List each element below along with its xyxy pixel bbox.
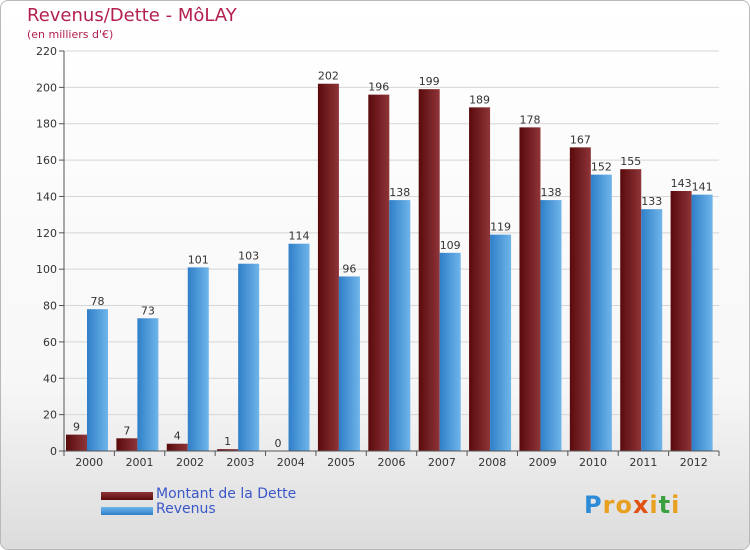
revenue-bar xyxy=(338,276,360,451)
revenue-bar-label: 101 xyxy=(188,253,209,266)
revenue-bar-label: 103 xyxy=(238,250,259,263)
debt-bar-label: 167 xyxy=(570,133,591,146)
y-tick-label: 140 xyxy=(36,190,57,203)
x-tick-label: 2006 xyxy=(378,456,406,469)
revenue-bar-label: 138 xyxy=(389,186,410,199)
debt-bar-label: 202 xyxy=(318,70,339,83)
debt-bar-label: 1 xyxy=(224,435,231,448)
debt-bar xyxy=(368,94,390,452)
y-tick-label: 40 xyxy=(43,372,57,385)
x-tick-label: 2010 xyxy=(579,456,607,469)
revenue-bar xyxy=(187,267,209,451)
debt-bar xyxy=(166,443,188,451)
y-axis: 0 20 40 60 80 100 120 140 160 180 200 220 xyxy=(36,45,65,458)
x-tick-label: 2012 xyxy=(680,456,708,469)
y-tick-label: 60 xyxy=(43,336,57,349)
revenue-bar xyxy=(288,243,310,451)
x-tick-label: 2007 xyxy=(428,456,456,469)
bars-layer xyxy=(66,83,713,452)
debt-bar xyxy=(217,449,239,451)
y-tick-label: 80 xyxy=(43,300,57,313)
logo-letter: P xyxy=(584,491,603,519)
revenue-bar-label: 96 xyxy=(342,262,356,275)
debt-bar xyxy=(116,438,138,451)
logo-letter: t xyxy=(658,491,672,519)
revenue-bar-label: 109 xyxy=(440,239,461,252)
revenue-bar xyxy=(590,174,612,452)
debt-bar xyxy=(670,191,692,451)
debt-bar xyxy=(519,127,541,451)
logo-letter: r xyxy=(602,491,616,519)
debt-bar-label: 196 xyxy=(368,81,389,94)
x-tick-label: 2008 xyxy=(478,456,506,469)
debt-bar-label: 0 xyxy=(275,437,282,450)
x-tick-label: 2000 xyxy=(75,456,103,469)
revenue-bar-label: 114 xyxy=(289,230,310,243)
debt-bar xyxy=(469,107,491,451)
y-tick-label: 100 xyxy=(36,263,57,276)
debt-bar-label: 189 xyxy=(469,93,490,106)
x-tick-label: 2009 xyxy=(529,456,557,469)
revenue-bar xyxy=(389,200,411,451)
legend-label-revenue: Revenus xyxy=(156,501,216,517)
debt-bar-label: 9 xyxy=(73,421,80,434)
revenue-bar-label: 133 xyxy=(641,195,662,208)
debt-bar-label: 155 xyxy=(620,155,641,168)
logo-letter: o xyxy=(615,491,633,519)
debt-bar xyxy=(569,147,591,451)
debt-bar xyxy=(66,434,87,451)
proxiti-logo: Proxiti xyxy=(584,491,680,519)
legend-swatch-revenue xyxy=(101,507,153,515)
revenue-bar xyxy=(641,209,663,451)
y-tick-label: 20 xyxy=(43,409,57,422)
data-labels: 9 78 7 73 4 101 1 103 0 114 202 96 196 138 199 109 189 11… xyxy=(73,70,713,450)
revenue-bar-label: 78 xyxy=(91,295,105,308)
debt-bar-label: 178 xyxy=(519,113,540,126)
y-tick-label: 120 xyxy=(36,227,57,240)
debt-bar xyxy=(317,83,339,452)
revenue-bar xyxy=(137,318,159,451)
x-tick-label: 2004 xyxy=(277,456,305,469)
x-tick-label: 2001 xyxy=(126,456,154,469)
revenue-bar xyxy=(490,234,512,451)
revenue-bar xyxy=(238,263,260,451)
revenue-bar-label: 152 xyxy=(591,161,612,174)
y-tick-label: 180 xyxy=(36,118,57,131)
debt-bar-label: 4 xyxy=(174,430,181,443)
revenue-bar xyxy=(439,252,461,451)
x-tick-label: 2003 xyxy=(226,456,254,469)
debt-bar xyxy=(620,169,642,451)
y-tick-label: 220 xyxy=(36,45,57,58)
x-tick-label: 2011 xyxy=(629,456,657,469)
y-tick-label: 0 xyxy=(50,445,57,458)
revenue-bar xyxy=(691,194,713,452)
logo-letter: i xyxy=(671,491,681,519)
y-tick-label: 160 xyxy=(36,154,57,167)
revenue-bar-label: 141 xyxy=(692,181,713,194)
debt-bar xyxy=(418,89,440,451)
logo-letter: x xyxy=(632,491,650,519)
debt-bar-label: 199 xyxy=(419,75,440,88)
chart-subtitle: (en milliers d'€) xyxy=(27,28,114,41)
revenue-bar xyxy=(540,200,562,451)
revenue-bar xyxy=(87,309,108,451)
x-tick-label: 2002 xyxy=(176,456,204,469)
logo-letter: i xyxy=(649,491,659,519)
legend-label-debt: Montant de la Dette xyxy=(156,486,297,502)
revenue-bar-label: 119 xyxy=(490,221,511,234)
revenue-bar-label: 138 xyxy=(540,186,561,199)
x-tick-label: 2005 xyxy=(327,456,355,469)
debt-bar-label: 7 xyxy=(123,424,130,437)
revenue-bar-label: 73 xyxy=(141,304,155,317)
debt-bar-label: 143 xyxy=(671,177,692,190)
y-tick-label: 200 xyxy=(36,81,57,94)
x-axis: 2000 2001 2002 2003 2004 2005 2006 2007 2008 2009… xyxy=(63,450,720,469)
chart-title: Revenus/Dette - MôLAY xyxy=(27,5,237,26)
legend-swatch-debt xyxy=(101,492,153,500)
